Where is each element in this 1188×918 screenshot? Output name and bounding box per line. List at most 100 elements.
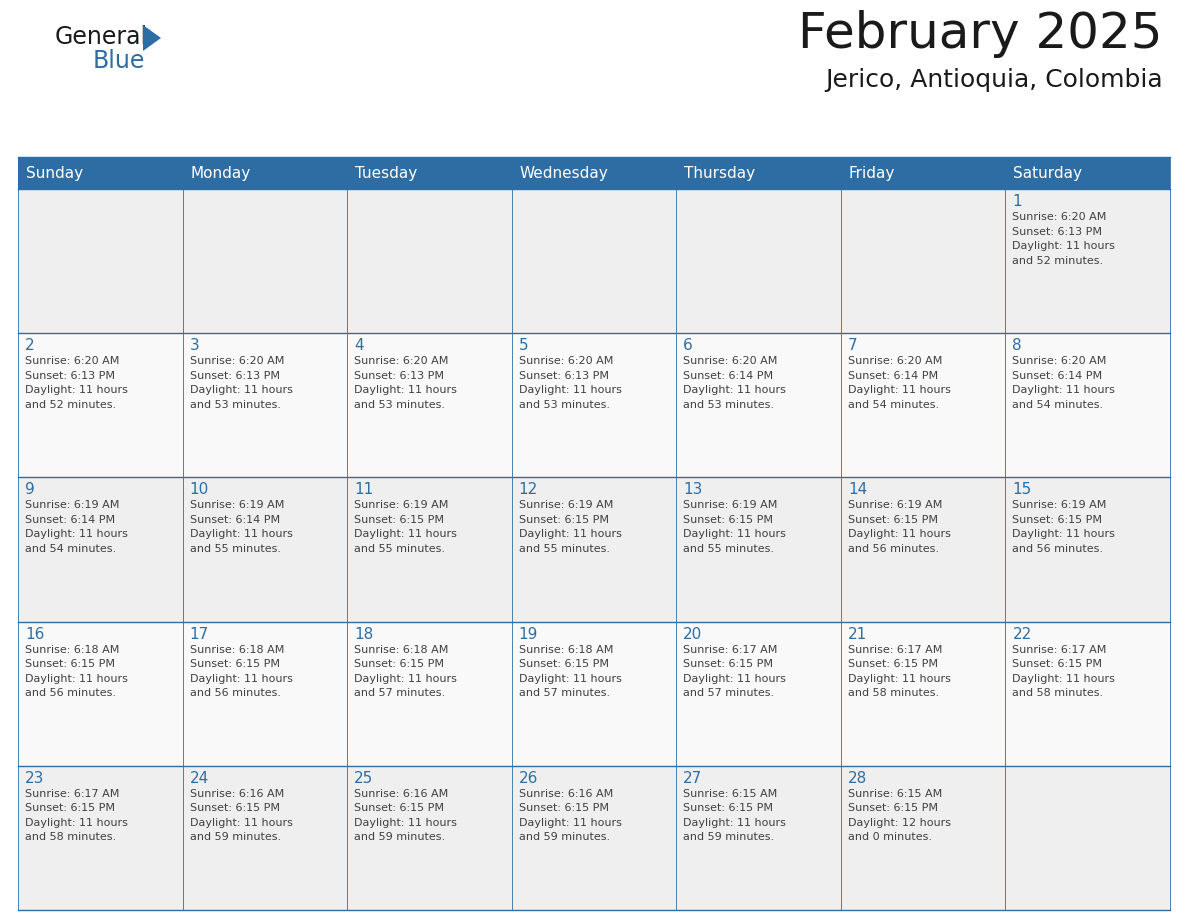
Text: Sunset: 6:13 PM: Sunset: 6:13 PM	[190, 371, 279, 381]
Text: 19: 19	[519, 627, 538, 642]
Text: Sunrise: 6:20 AM: Sunrise: 6:20 AM	[25, 356, 119, 366]
Text: Sunset: 6:15 PM: Sunset: 6:15 PM	[848, 803, 937, 813]
Text: 20: 20	[683, 627, 702, 642]
Text: Daylight: 11 hours: Daylight: 11 hours	[683, 530, 786, 540]
Text: Daylight: 11 hours: Daylight: 11 hours	[25, 386, 128, 396]
Text: Sunrise: 6:18 AM: Sunrise: 6:18 AM	[190, 644, 284, 655]
Text: 16: 16	[25, 627, 44, 642]
Text: Daylight: 11 hours: Daylight: 11 hours	[519, 674, 621, 684]
Text: 2: 2	[25, 338, 34, 353]
Text: Sunset: 6:14 PM: Sunset: 6:14 PM	[25, 515, 115, 525]
Text: 8: 8	[1012, 338, 1022, 353]
Text: Jerico, Antioquia, Colombia: Jerico, Antioquia, Colombia	[826, 68, 1163, 92]
Text: Sunset: 6:15 PM: Sunset: 6:15 PM	[848, 515, 937, 525]
Text: Sunrise: 6:19 AM: Sunrise: 6:19 AM	[25, 500, 119, 510]
Text: 11: 11	[354, 482, 373, 498]
Text: Sunset: 6:13 PM: Sunset: 6:13 PM	[25, 371, 115, 381]
Text: Sunrise: 6:16 AM: Sunrise: 6:16 AM	[519, 789, 613, 799]
Text: and 59 minutes.: and 59 minutes.	[190, 833, 280, 843]
Text: 12: 12	[519, 482, 538, 498]
Text: Daylight: 11 hours: Daylight: 11 hours	[190, 386, 292, 396]
Text: Sunset: 6:15 PM: Sunset: 6:15 PM	[683, 803, 773, 813]
Text: Daylight: 11 hours: Daylight: 11 hours	[25, 530, 128, 540]
Text: and 53 minutes.: and 53 minutes.	[190, 399, 280, 409]
Text: and 56 minutes.: and 56 minutes.	[190, 688, 280, 698]
Text: Saturday: Saturday	[1013, 165, 1082, 181]
Text: Sunrise: 6:20 AM: Sunrise: 6:20 AM	[848, 356, 942, 366]
Text: Sunrise: 6:16 AM: Sunrise: 6:16 AM	[354, 789, 448, 799]
Text: Sunrise: 6:20 AM: Sunrise: 6:20 AM	[190, 356, 284, 366]
Text: Sunset: 6:14 PM: Sunset: 6:14 PM	[1012, 371, 1102, 381]
Text: Daylight: 11 hours: Daylight: 11 hours	[519, 818, 621, 828]
Text: 15: 15	[1012, 482, 1031, 498]
Text: 26: 26	[519, 771, 538, 786]
Text: and 55 minutes.: and 55 minutes.	[683, 543, 775, 554]
Text: Sunset: 6:15 PM: Sunset: 6:15 PM	[25, 659, 115, 669]
Bar	[18, 189, 1170, 333]
Text: Sunrise: 6:17 AM: Sunrise: 6:17 AM	[25, 789, 119, 799]
Text: Sunset: 6:15 PM: Sunset: 6:15 PM	[354, 803, 444, 813]
Text: and 54 minutes.: and 54 minutes.	[25, 543, 116, 554]
Text: Daylight: 11 hours: Daylight: 11 hours	[1012, 530, 1116, 540]
Text: 1: 1	[1012, 194, 1022, 209]
Text: Sunset: 6:15 PM: Sunset: 6:15 PM	[519, 515, 608, 525]
Text: Daylight: 11 hours: Daylight: 11 hours	[190, 818, 292, 828]
Text: and 59 minutes.: and 59 minutes.	[354, 833, 446, 843]
Bar	[18, 766, 1170, 910]
Text: Sunset: 6:15 PM: Sunset: 6:15 PM	[25, 803, 115, 813]
Text: Sunrise: 6:19 AM: Sunrise: 6:19 AM	[1012, 500, 1107, 510]
Text: Sunset: 6:13 PM: Sunset: 6:13 PM	[354, 371, 444, 381]
Text: Daylight: 11 hours: Daylight: 11 hours	[190, 674, 292, 684]
Text: and 53 minutes.: and 53 minutes.	[354, 399, 446, 409]
Text: Daylight: 11 hours: Daylight: 11 hours	[1012, 674, 1116, 684]
Text: Daylight: 11 hours: Daylight: 11 hours	[683, 674, 786, 684]
Text: Daylight: 11 hours: Daylight: 11 hours	[1012, 386, 1116, 396]
Text: 7: 7	[848, 338, 858, 353]
Text: and 52 minutes.: and 52 minutes.	[1012, 255, 1104, 265]
Text: and 52 minutes.: and 52 minutes.	[25, 399, 116, 409]
Text: Sunrise: 6:20 AM: Sunrise: 6:20 AM	[1012, 212, 1107, 222]
Text: 27: 27	[683, 771, 702, 786]
Text: Sunset: 6:15 PM: Sunset: 6:15 PM	[190, 803, 279, 813]
Text: Sunset: 6:14 PM: Sunset: 6:14 PM	[848, 371, 939, 381]
Text: 25: 25	[354, 771, 373, 786]
Text: Sunrise: 6:20 AM: Sunrise: 6:20 AM	[1012, 356, 1107, 366]
Text: Sunset: 6:15 PM: Sunset: 6:15 PM	[519, 803, 608, 813]
Text: Sunset: 6:15 PM: Sunset: 6:15 PM	[519, 659, 608, 669]
Text: and 55 minutes.: and 55 minutes.	[190, 543, 280, 554]
Text: Sunrise: 6:19 AM: Sunrise: 6:19 AM	[683, 500, 778, 510]
Text: 9: 9	[25, 482, 34, 498]
Text: Tuesday: Tuesday	[355, 165, 417, 181]
Text: Sunset: 6:15 PM: Sunset: 6:15 PM	[1012, 515, 1102, 525]
Text: Sunrise: 6:18 AM: Sunrise: 6:18 AM	[519, 644, 613, 655]
Text: and 54 minutes.: and 54 minutes.	[1012, 399, 1104, 409]
Text: Sunset: 6:13 PM: Sunset: 6:13 PM	[519, 371, 608, 381]
Text: Sunrise: 6:20 AM: Sunrise: 6:20 AM	[683, 356, 778, 366]
Text: Sunset: 6:15 PM: Sunset: 6:15 PM	[848, 659, 937, 669]
Text: Sunrise: 6:17 AM: Sunrise: 6:17 AM	[848, 644, 942, 655]
Text: and 58 minutes.: and 58 minutes.	[25, 833, 116, 843]
Text: Daylight: 11 hours: Daylight: 11 hours	[25, 818, 128, 828]
Text: February 2025: February 2025	[798, 10, 1163, 58]
Text: Sunrise: 6:15 AM: Sunrise: 6:15 AM	[683, 789, 777, 799]
Text: Sunrise: 6:17 AM: Sunrise: 6:17 AM	[1012, 644, 1107, 655]
Text: Daylight: 11 hours: Daylight: 11 hours	[519, 530, 621, 540]
Text: Daylight: 11 hours: Daylight: 11 hours	[683, 386, 786, 396]
Text: Sunrise: 6:17 AM: Sunrise: 6:17 AM	[683, 644, 778, 655]
Text: and 58 minutes.: and 58 minutes.	[1012, 688, 1104, 698]
Text: Sunset: 6:14 PM: Sunset: 6:14 PM	[683, 371, 773, 381]
Text: Sunrise: 6:18 AM: Sunrise: 6:18 AM	[354, 644, 449, 655]
Text: and 57 minutes.: and 57 minutes.	[683, 688, 775, 698]
Text: 10: 10	[190, 482, 209, 498]
Text: Sunset: 6:15 PM: Sunset: 6:15 PM	[683, 515, 773, 525]
Text: Daylight: 11 hours: Daylight: 11 hours	[354, 818, 457, 828]
Text: and 53 minutes.: and 53 minutes.	[683, 399, 775, 409]
Text: and 58 minutes.: and 58 minutes.	[848, 688, 939, 698]
Text: Sunset: 6:14 PM: Sunset: 6:14 PM	[190, 515, 279, 525]
Text: and 57 minutes.: and 57 minutes.	[354, 688, 446, 698]
Polygon shape	[143, 25, 162, 51]
Text: 13: 13	[683, 482, 702, 498]
Text: Daylight: 11 hours: Daylight: 11 hours	[354, 386, 457, 396]
Text: Daylight: 12 hours: Daylight: 12 hours	[848, 818, 950, 828]
Text: Sunrise: 6:20 AM: Sunrise: 6:20 AM	[519, 356, 613, 366]
